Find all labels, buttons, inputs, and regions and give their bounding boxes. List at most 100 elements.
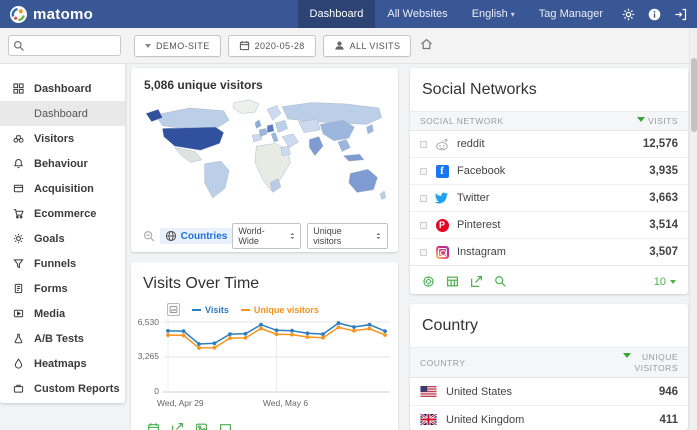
export-image-icon[interactable] <box>167 303 180 316</box>
metric-select[interactable]: Unique visitors <box>307 223 388 249</box>
table-row-instagram[interactable]: Instagram 3,507 <box>410 239 688 266</box>
sidebar-item-forms[interactable]: Forms <box>0 276 125 301</box>
legend-unique-visitors[interactable]: Unique visitors <box>240 305 319 315</box>
export-icon[interactable] <box>171 422 184 430</box>
table-icon[interactable] <box>446 275 459 288</box>
visits-card-footer <box>147 422 398 430</box>
reddit-icon <box>435 137 449 151</box>
segment-selector-button[interactable]: ALL VISITS <box>322 34 412 57</box>
matomo-logo[interactable]: matomo <box>0 5 94 23</box>
sidebar-item-media[interactable]: Media <box>0 301 125 326</box>
map-title: 5,086 unique visitors <box>144 78 263 92</box>
row-action-box[interactable] <box>420 248 427 256</box>
home-icon[interactable] <box>418 38 435 53</box>
col-visits-sort[interactable]: VISITS <box>637 116 678 126</box>
chevron-down-icon: ▾ <box>510 10 515 19</box>
sidebar-item-ecommerce[interactable]: Ecommerce <box>0 201 125 226</box>
uk-flag-icon <box>420 414 437 426</box>
sign-out-icon[interactable] <box>667 0 693 28</box>
country-widget: Country COUNTRY UNIQUE VISITORS United St… <box>410 304 688 430</box>
date-picker-button[interactable]: 2020-05-28 <box>227 34 316 57</box>
nav-item-dashboard[interactable]: Dashboard <box>297 0 376 28</box>
row-action-box[interactable] <box>420 140 427 148</box>
line-chart[interactable]: 6,530 3,265 0 <box>138 317 390 396</box>
media-play-icon <box>13 308 25 319</box>
visits-card-title: Visits Over Time <box>143 275 260 292</box>
legend-marker-unique <box>240 308 250 311</box>
social-card-title: Social Networks <box>422 81 537 98</box>
col-unique-visitors-sort[interactable]: UNIQUE VISITORS <box>623 352 678 373</box>
col-country[interactable]: COUNTRY <box>420 357 466 368</box>
table-row-united-kingdom[interactable]: United Kingdom 411 <box>410 406 688 430</box>
navbar-menu: Dashboard All Websites English ▾ Tag Mana… <box>297 0 697 28</box>
matomo-logo-icon <box>10 5 27 23</box>
line-chart-svg <box>163 319 390 393</box>
table-row-united-states[interactable]: United States 946 <box>410 378 688 407</box>
social-networks-widget: Social Networks SOCIAL NETWORK VISITS re… <box>410 68 688 294</box>
row-action-box[interactable] <box>420 167 427 175</box>
cog-icon[interactable] <box>422 275 435 288</box>
calendar-icon <box>239 41 249 51</box>
export-icon[interactable] <box>470 275 483 288</box>
sidebar-item-dashboard[interactable]: Dashboard <box>0 76 125 101</box>
region-select[interactable]: World-Wide <box>232 223 302 249</box>
table-row-twitter[interactable]: Twitter 3,663 <box>410 185 688 212</box>
info-icon[interactable] <box>641 0 667 28</box>
social-table-footer: 10 <box>410 266 688 288</box>
updown-caret-icon <box>376 233 381 239</box>
nav-item-all-websites[interactable]: All Websites <box>387 8 448 20</box>
sidebar-item-funnels[interactable]: Funnels <box>0 251 125 276</box>
vertical-scrollbar[interactable] <box>689 28 697 430</box>
table-row-facebook[interactable]: f Facebook 3,935 <box>410 158 688 185</box>
cart-icon <box>13 208 25 219</box>
search-input[interactable] <box>8 35 121 56</box>
row-action-box[interactable] <box>420 221 427 229</box>
sidebar-subitem-dashboard[interactable]: Dashboard <box>0 101 125 126</box>
y-tick-mid: 3,265 <box>137 351 159 361</box>
calendar-icon[interactable] <box>147 422 160 430</box>
search-icon[interactable] <box>494 275 507 288</box>
chevron-down-icon <box>145 43 151 48</box>
countries-link[interactable]: Countries <box>159 228 233 244</box>
brand-name: matomo <box>33 5 94 23</box>
table-row-reddit[interactable]: reddit 12,576 <box>410 131 688 158</box>
site-selector-button[interactable]: DEMO-SITE <box>134 34 221 57</box>
sidebar-item-ab-tests[interactable]: A/B Tests <box>0 326 125 351</box>
briefcase-icon <box>13 383 25 394</box>
table-row-pinterest[interactable]: P Pinterest 3,514 <box>410 212 688 239</box>
col-social-network[interactable]: SOCIAL NETWORK <box>420 116 504 126</box>
flask-icon <box>13 333 25 344</box>
world-map[interactable] <box>142 96 387 219</box>
nav-item-language[interactable]: English ▾ <box>471 8 515 20</box>
pinterest-icon: P <box>435 218 449 232</box>
bell-icon <box>13 158 25 169</box>
top-navbar: matomo Dashboard All Websites English ▾ T… <box>0 0 697 28</box>
scrollbar-thumb[interactable] <box>691 58 697 132</box>
facebook-icon: f <box>435 164 449 178</box>
image-icon[interactable] <box>195 422 208 430</box>
sidebar-item-visitors[interactable]: Visitors <box>0 126 125 151</box>
annotation-icon[interactable] <box>219 422 232 430</box>
sidebar-item-acquisition[interactable]: Acquisition <box>0 176 125 201</box>
funnel-icon <box>13 258 25 269</box>
sidebar-item-goals[interactable]: Goals <box>0 226 125 251</box>
page-size-select[interactable]: 10 <box>654 276 676 288</box>
sidebar-item-heatmaps[interactable]: Heatmaps <box>0 351 125 376</box>
search-icon <box>13 40 24 51</box>
sidebar-item-behaviour[interactable]: Behaviour <box>0 151 125 176</box>
nav-item-tag-manager[interactable]: Tag Manager <box>538 8 603 20</box>
globe-icon <box>165 230 176 242</box>
settings-gear-icon[interactable] <box>615 0 641 28</box>
sidebar-item-custom-reports[interactable]: Custom Reports <box>0 376 125 401</box>
updown-caret-icon <box>289 233 294 239</box>
y-tick-zero: 0 <box>154 386 159 396</box>
legend-visits[interactable]: Visits <box>192 305 229 315</box>
zoom-out-icon[interactable] <box>143 230 156 243</box>
instagram-icon <box>435 245 449 259</box>
map-footer: Countries World-Wide Unique visitors <box>131 219 398 249</box>
row-action-box[interactable] <box>420 194 427 202</box>
country-card-title: Country <box>422 317 479 334</box>
chevron-down-icon <box>670 279 676 284</box>
twitter-icon <box>435 191 449 205</box>
droplet-icon <box>13 358 25 369</box>
